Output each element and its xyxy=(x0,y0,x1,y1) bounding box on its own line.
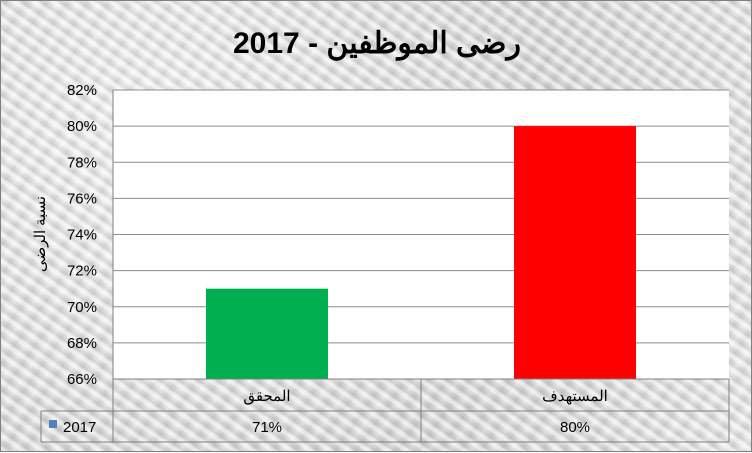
table-value: 80% xyxy=(560,419,590,436)
y-tick-label: 72% xyxy=(67,263,97,280)
legend-key xyxy=(49,420,57,428)
y-tick-label: 66% xyxy=(67,371,97,388)
y-tick-label: 82% xyxy=(67,82,97,99)
table-value: 71% xyxy=(252,419,282,436)
y-axis-label: نسبة الرضى xyxy=(33,196,49,272)
y-tick-label: 74% xyxy=(67,227,97,244)
series-name: 2017 xyxy=(63,419,96,436)
bars xyxy=(206,126,636,379)
y-tick-label: 68% xyxy=(67,335,97,352)
y-tick-label: 78% xyxy=(67,154,97,171)
category-label: المحقق xyxy=(243,389,290,405)
bar-target xyxy=(514,126,636,379)
y-tick-label: 80% xyxy=(67,118,97,135)
data-table: المستهدف 80% المحقق 71% 2017 xyxy=(40,378,730,443)
chart-title: رضى الموظفين - 2017 xyxy=(233,27,521,61)
bar-achieved xyxy=(206,288,328,379)
y-tick-labels: 82% 80% 78% 76% 74% 72% 70% 68% 66% xyxy=(67,82,97,388)
y-tick-label: 70% xyxy=(67,299,97,316)
y-tick-label: 76% xyxy=(67,190,97,207)
category-label: المستهدف xyxy=(542,389,608,405)
